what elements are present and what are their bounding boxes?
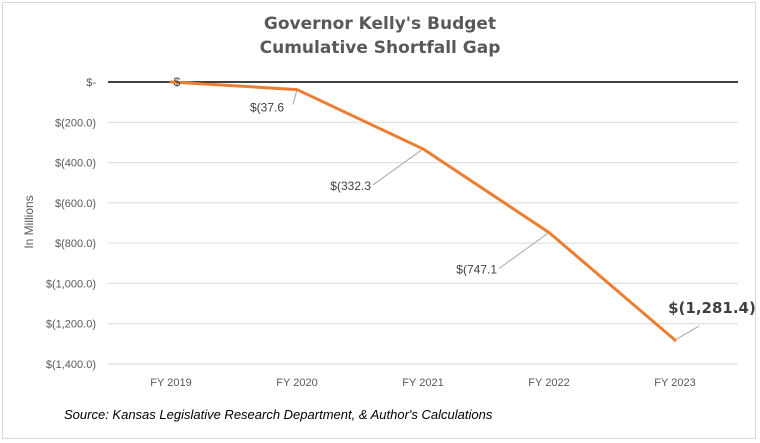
y-tick-label: $(200.0) bbox=[55, 117, 96, 129]
leader-line bbox=[498, 232, 550, 269]
y-tick-label: $(1,200.0) bbox=[46, 319, 96, 331]
data-label: $(747.1 bbox=[456, 262, 497, 276]
x-tick-label: FY 2022 bbox=[528, 377, 569, 389]
data-label: $(332.3 bbox=[330, 179, 371, 193]
y-tick-label: $(800.0) bbox=[55, 238, 96, 250]
y-tick-label: $(1,400.0) bbox=[46, 359, 96, 371]
x-tick-label: FY 2020 bbox=[276, 377, 317, 389]
gridlines bbox=[108, 81, 738, 365]
y-tick-label: $(400.0) bbox=[55, 158, 96, 170]
chart-frame bbox=[2, 2, 756, 439]
x-tick-label: FY 2019 bbox=[150, 377, 191, 389]
x-tick-label: FY 2023 bbox=[654, 377, 695, 389]
data-label: $(37.6 bbox=[250, 101, 284, 115]
data-label: $(1,281.4) bbox=[668, 299, 756, 317]
y-tick-label: $- bbox=[86, 77, 96, 89]
x-tick-labels: FY 2019 FY 2020 FY 2021 FY 2022 FY 2023 bbox=[150, 377, 695, 389]
series-line-group bbox=[169, 80, 677, 342]
chart-title: Governor Kelly's Budget bbox=[263, 14, 497, 34]
series-line bbox=[169, 80, 677, 342]
y-tick-label: $(600.0) bbox=[55, 198, 96, 210]
data-labels: $ $(37.6 $(332.3 $(747.1 $(1,281.4) bbox=[174, 75, 756, 317]
y-tick-label: $(1,000.0) bbox=[46, 278, 96, 290]
source-note: Source: Kansas Legislative Research Depa… bbox=[64, 407, 493, 422]
leader-line bbox=[674, 325, 700, 341]
leader-line bbox=[372, 148, 424, 186]
x-tick-label: FY 2021 bbox=[402, 377, 443, 389]
y-tick-labels: $- $(200.0) $(400.0) $(600.0) $(800.0) $(1,00… bbox=[46, 77, 96, 371]
data-label: $ bbox=[174, 75, 181, 89]
leader-line bbox=[292, 89, 298, 105]
y-axis-label: In Millions bbox=[22, 195, 36, 248]
chart-subtitle: Cumulative Shortfall Gap bbox=[259, 38, 501, 58]
label-leader-lines bbox=[292, 89, 700, 341]
